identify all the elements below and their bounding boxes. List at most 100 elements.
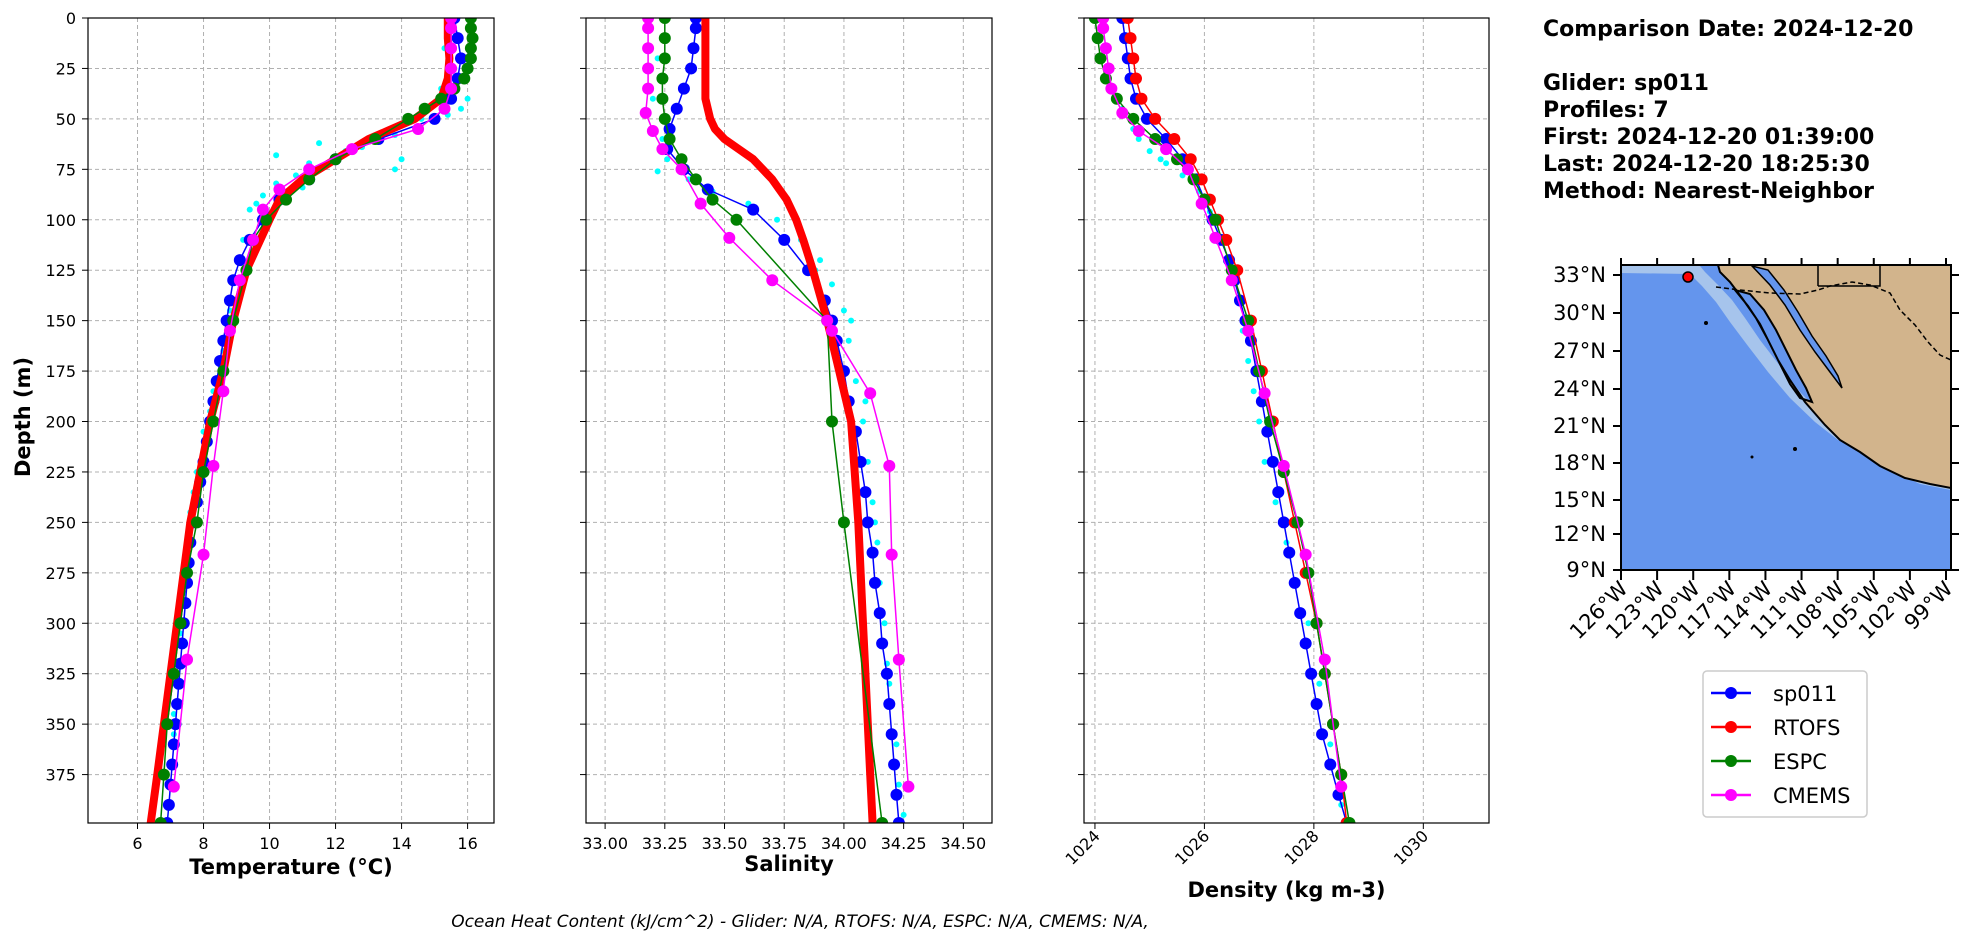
series-point-espc bbox=[418, 102, 431, 115]
series-point-sp011 bbox=[1288, 576, 1301, 589]
series-point-cmems bbox=[197, 548, 210, 561]
series-point-cmems bbox=[412, 122, 425, 135]
glider-id: Glider: sp011 bbox=[1543, 71, 1709, 96]
legend-label: ESPC bbox=[1773, 750, 1827, 774]
series-point-sp011 bbox=[876, 637, 889, 650]
series-point-rtofs bbox=[1149, 112, 1162, 125]
series-point-cmems bbox=[445, 82, 458, 95]
series-point-espc bbox=[658, 52, 671, 65]
series-point-sp011 bbox=[689, 22, 702, 35]
profile-scatter-point bbox=[874, 539, 881, 546]
profile-scatter-point bbox=[1179, 172, 1186, 179]
legend-marker bbox=[1725, 687, 1737, 699]
series-point-espc bbox=[658, 32, 671, 45]
depth-axis-label: Depth (m) bbox=[11, 357, 35, 477]
series-point-cmems bbox=[445, 18, 458, 24]
series-point-rtofs bbox=[1124, 32, 1137, 45]
profile-scatter-point bbox=[1157, 156, 1164, 163]
x-axis-label: Temperature (°C) bbox=[189, 855, 392, 879]
series-point-cmems bbox=[1105, 82, 1118, 95]
series-point-cmems bbox=[1116, 106, 1129, 119]
series-point-sp011 bbox=[1299, 637, 1312, 650]
series-point-sp011 bbox=[1272, 486, 1285, 499]
series-point-sp011 bbox=[1160, 133, 1173, 146]
salinity-panel: 33.00 33.25 33.50 33.75 34.00 34.25 34.50 Salin… bbox=[580, 17, 993, 876]
series-point-sp011 bbox=[451, 32, 464, 45]
series-point-sp011 bbox=[670, 102, 683, 115]
x-tick-label: 8 bbox=[198, 834, 208, 853]
series-point-espc bbox=[227, 314, 240, 327]
temperature-panel: 6 8 10 12 14 16 0 25 50 75 100 125 150 175 200 225 250 27… bbox=[45, 9, 495, 879]
y-tick-label: 275 bbox=[45, 564, 76, 583]
profile-scatter-point bbox=[862, 398, 869, 405]
series-point-cmems bbox=[1195, 197, 1208, 210]
series-point-sp011 bbox=[778, 233, 791, 246]
series-point-espc bbox=[1318, 667, 1331, 680]
series-line-rtofs bbox=[146, 18, 454, 823]
series-point-cmems bbox=[233, 274, 246, 287]
series-point-cmems bbox=[892, 653, 905, 666]
series-point-sp011 bbox=[1305, 667, 1318, 680]
series-point-sp011 bbox=[873, 607, 886, 620]
series-point-cmems bbox=[642, 42, 655, 55]
series-point-espc bbox=[181, 566, 194, 579]
axes-frame bbox=[585, 17, 993, 824]
series-point-espc bbox=[1110, 92, 1123, 105]
map-island bbox=[1704, 321, 1708, 325]
series-point-espc bbox=[1091, 32, 1104, 45]
x-axis-label: Density (kg m-3) bbox=[1187, 878, 1385, 902]
y-tick-label: 325 bbox=[45, 665, 76, 684]
series-point-espc bbox=[197, 465, 210, 478]
series-point-cmems bbox=[346, 143, 359, 156]
y-tick-label: 200 bbox=[45, 413, 76, 432]
series-point-cmems bbox=[639, 106, 652, 119]
x-tick-label: 33.75 bbox=[761, 834, 807, 853]
series-point-cmems bbox=[1225, 274, 1238, 287]
last-time: Last: 2024-12-20 18:25:30 bbox=[1543, 152, 1870, 177]
series-point-cmems bbox=[883, 459, 896, 472]
x-tick-label: 1028 bbox=[1280, 826, 1322, 868]
legend-label: sp011 bbox=[1773, 682, 1837, 706]
series-point-sp011 bbox=[1261, 425, 1274, 438]
x-tick-label: 33.25 bbox=[642, 834, 688, 853]
plot-area bbox=[1088, 18, 1356, 823]
profile-count: Profiles: 7 bbox=[1543, 98, 1669, 123]
interp-method: Method: Nearest-Neighbor bbox=[1543, 179, 1874, 204]
profile-scatter-point bbox=[895, 781, 902, 788]
x-tick-label: 1024 bbox=[1062, 826, 1104, 868]
series-point-sp011 bbox=[687, 42, 700, 55]
series-point-sp011 bbox=[1316, 728, 1329, 741]
series-point-cmems bbox=[642, 22, 655, 35]
info-block: Comparison Date: 2024-12-20 Glider: sp01… bbox=[1543, 17, 1913, 204]
x-tick-label: 10 bbox=[259, 834, 279, 853]
map-lat-label: 18°N bbox=[1553, 451, 1606, 475]
series-point-espc bbox=[656, 92, 669, 105]
y-tick-label: 0 bbox=[66, 9, 76, 28]
profile-scatter-point bbox=[852, 378, 859, 385]
profile-scatter-point bbox=[398, 156, 405, 163]
map-lat-label: 27°N bbox=[1553, 339, 1606, 363]
series-point-cmems bbox=[223, 324, 236, 337]
x-tick-label: 12 bbox=[325, 834, 345, 853]
series-point-espc bbox=[190, 516, 203, 529]
series-point-espc bbox=[825, 415, 838, 428]
series-point-cmems bbox=[1102, 62, 1115, 75]
profile-scatter-point bbox=[391, 166, 398, 173]
series-point-sp011 bbox=[880, 667, 893, 680]
profile-scatter-point bbox=[1305, 620, 1312, 627]
series-point-espc bbox=[1343, 817, 1356, 823]
profile-scatter-point bbox=[848, 317, 855, 324]
series-point-espc bbox=[1094, 52, 1107, 65]
y-tick-label: 350 bbox=[45, 715, 76, 734]
series-point-espc bbox=[837, 516, 850, 529]
series-point-cmems bbox=[167, 780, 180, 793]
series-point-espc bbox=[303, 173, 316, 186]
axes-frame bbox=[1083, 17, 1490, 824]
profile-scatter-point bbox=[828, 281, 835, 288]
plot-area bbox=[639, 18, 915, 823]
series-point-cmems bbox=[1318, 653, 1331, 666]
y-tick-label: 25 bbox=[56, 59, 76, 78]
series-point-sp011 bbox=[685, 62, 698, 75]
series-point-cmems bbox=[642, 18, 655, 24]
series-point-sp011 bbox=[172, 677, 185, 690]
